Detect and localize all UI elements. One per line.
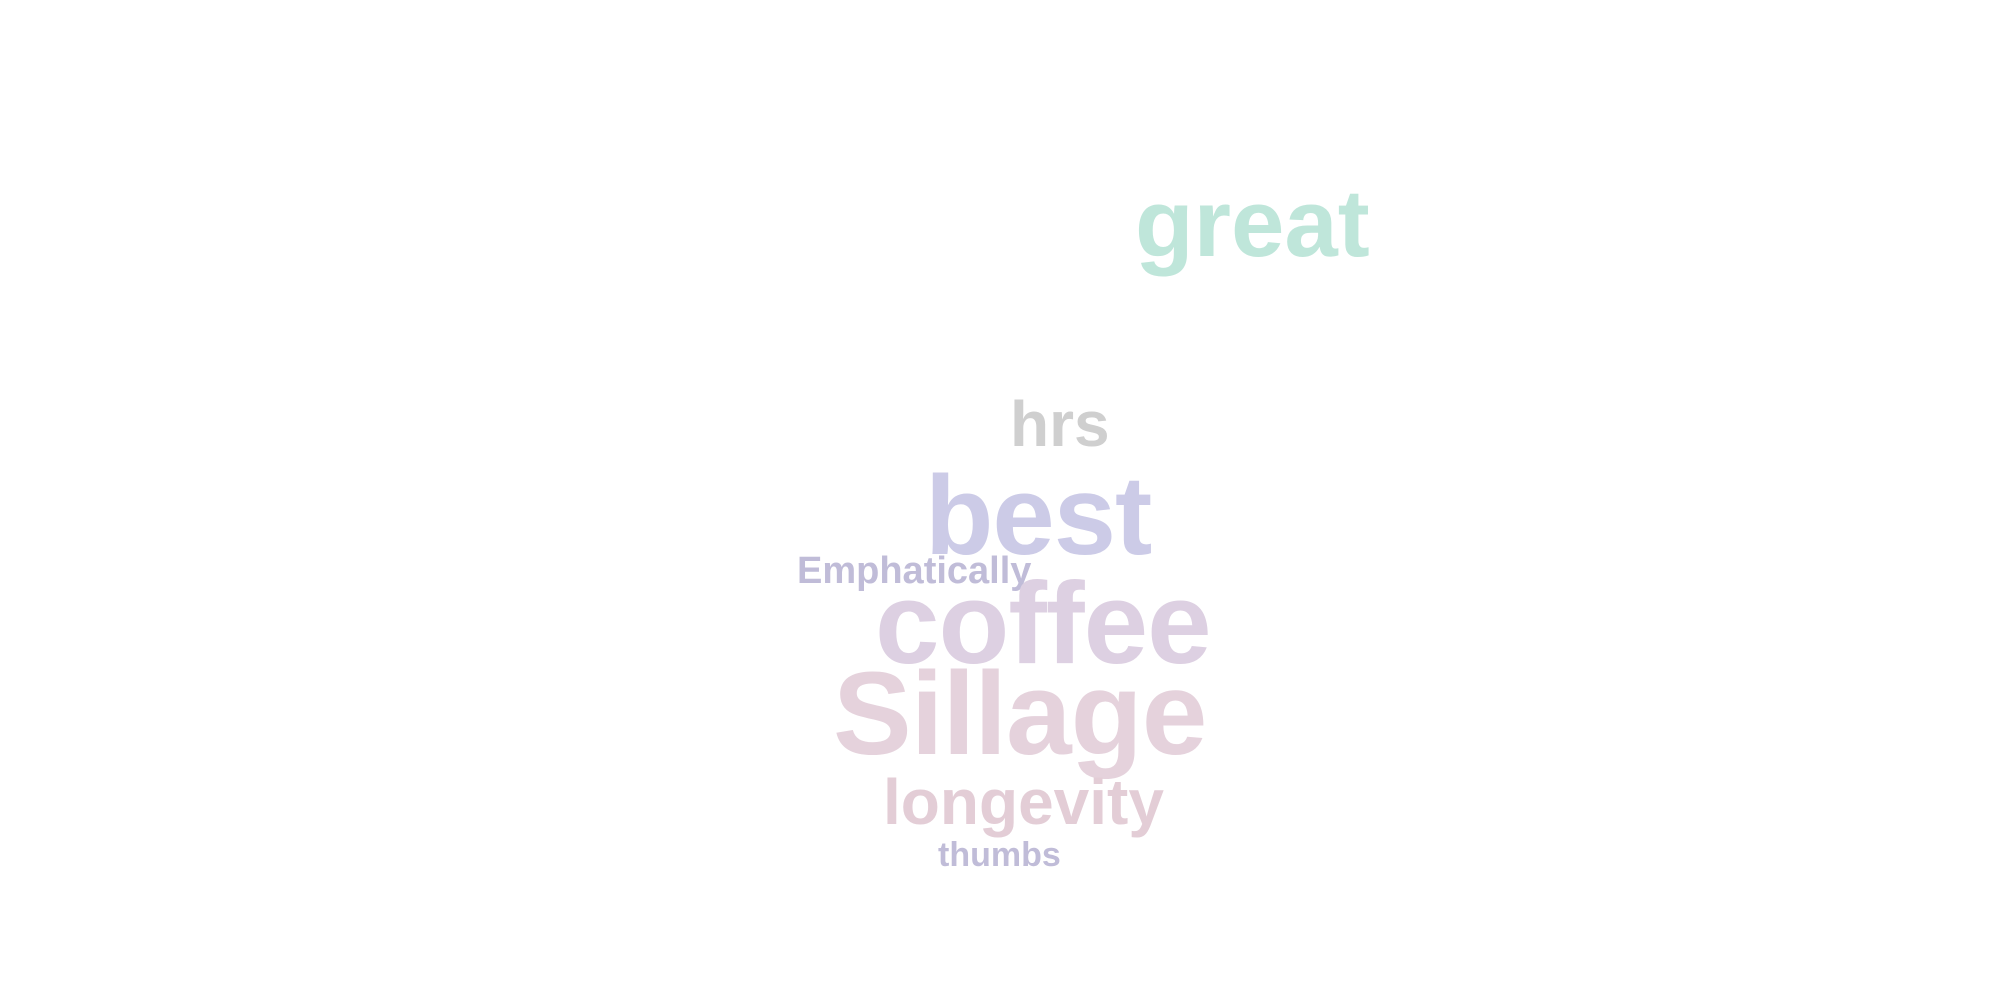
word-hrs: hrs	[1010, 388, 1110, 460]
word-best: best	[925, 453, 1152, 578]
word-coffee: coffee	[875, 558, 1212, 688]
word-longevity: longevity	[883, 766, 1164, 838]
word-thumbs: thumbs	[938, 836, 1061, 874]
word-emphatically: Emphatically	[797, 550, 1032, 592]
word-great: great	[1135, 170, 1370, 277]
word-sillage: Sillage	[833, 648, 1207, 780]
